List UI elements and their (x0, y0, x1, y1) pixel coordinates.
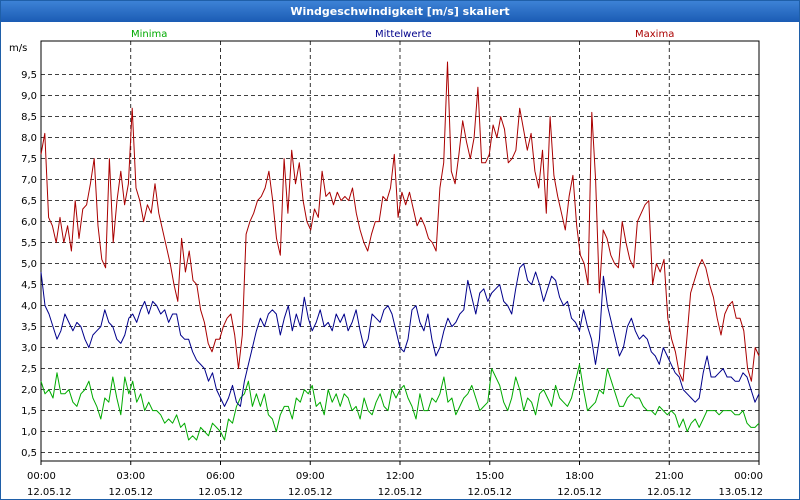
x-tick-date: 13.05.12 (718, 487, 763, 498)
y-tick-label: 8,0 (21, 133, 37, 144)
x-tick-time: 21:00 (655, 471, 684, 482)
x-tick-date: 12.05.12 (647, 487, 692, 498)
x-tick-time: 09:00 (296, 471, 325, 482)
y-tick-label: 3,0 (21, 343, 37, 354)
chart-title: Windgeschwindigkeit [m/s] skaliert (290, 5, 510, 18)
y-tick-label: 2,0 (21, 385, 37, 396)
y-axis-label: m/s (9, 43, 27, 54)
y-tick-label: 8,5 (21, 112, 37, 123)
y-tick-label: 3,5 (21, 322, 37, 333)
y-tick-label: 1,0 (21, 427, 37, 438)
x-tick-date: 12.05.12 (378, 487, 423, 498)
series-line-minima (40, 363, 760, 441)
series-line-mittelwerte (40, 263, 760, 407)
y-tick-label: 4,5 (21, 280, 37, 291)
x-tick-time: 06:00 (206, 471, 235, 482)
legend-mittelwerte: Mittelwerte (375, 29, 432, 40)
y-tick-label: 7,5 (21, 154, 37, 165)
y-tick-label: 9,0 (21, 91, 37, 102)
title-bar (1, 1, 799, 22)
y-tick-label: 5,5 (21, 238, 37, 249)
series-line-maxima (40, 61, 760, 382)
y-tick-labels: 0,5 1,0 1,5 2,0 2,5 3,0 3,5 4,0 4,5 5,0 5,5 6,0 6,5 7… (21, 70, 37, 459)
x-tick-date: 12.05.12 (108, 487, 153, 498)
x-tick-labels: 00:00 12.05.12 03:00 12.05.12 06:00 12.05.12 0… (27, 471, 763, 498)
x-tick-time: 12:00 (386, 471, 415, 482)
x-tick-date: 12.05.12 (27, 487, 72, 498)
y-tick-label: 1,5 (21, 406, 37, 417)
x-tick-time: 03:00 (116, 471, 145, 482)
x-tick-date: 12.05.12 (467, 487, 512, 498)
y-tick-label: 6,5 (21, 196, 37, 207)
y-tick-label: 9,5 (21, 70, 37, 81)
y-tick-label: 2,5 (21, 364, 37, 375)
y-tick-label: 0,5 (21, 448, 37, 459)
x-tick-date: 12.05.12 (557, 487, 602, 498)
y-tick-label: 4,0 (21, 301, 37, 312)
y-tick-label: 5,0 (21, 259, 37, 270)
x-tick-date: 12.05.12 (288, 487, 333, 498)
x-tick-time: 00:00 (27, 471, 56, 482)
legend-minima: Minima (131, 29, 167, 40)
x-tick-time: 18:00 (565, 471, 594, 482)
y-tick-label: 7,0 (21, 175, 37, 186)
legend-maxima: Maxima (635, 29, 674, 40)
x-tick-date: 12.05.12 (198, 487, 243, 498)
x-tick-time: 00:00 (734, 471, 763, 482)
series-lines (40, 61, 760, 441)
y-tick-label: 6,0 (21, 217, 37, 228)
x-tick-time: 15:00 (475, 471, 504, 482)
